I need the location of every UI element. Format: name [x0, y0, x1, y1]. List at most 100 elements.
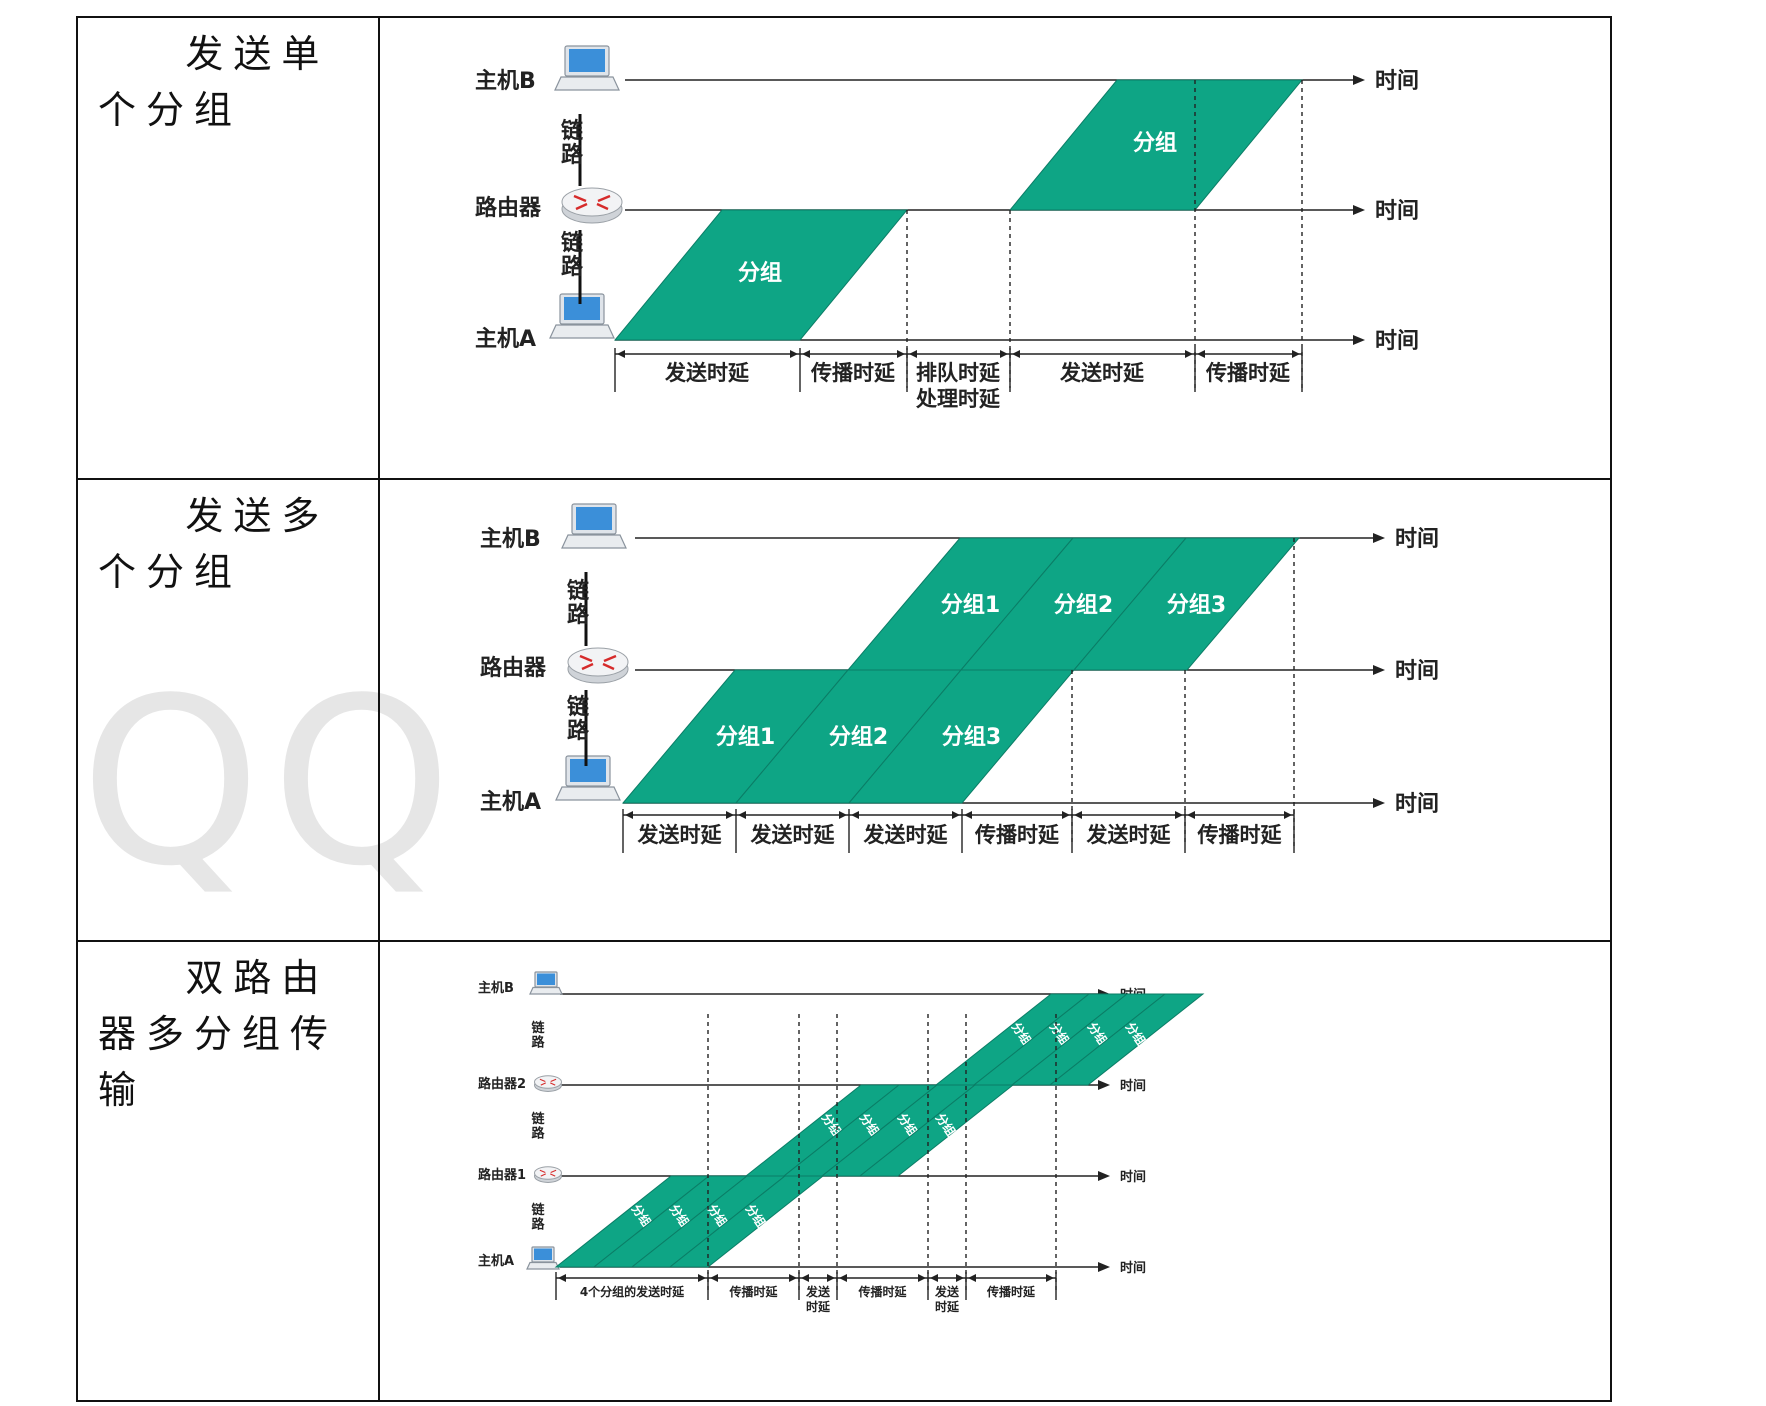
delay-label: 4个分组的发送时延 — [580, 1284, 685, 1299]
packet-label: 分组 — [1133, 130, 1177, 156]
delay-arrow-icon — [1000, 350, 1008, 358]
link-label: 链 — [530, 1111, 545, 1127]
delay-arrow-icon — [918, 1274, 926, 1282]
delay-label: 时延 — [806, 1299, 831, 1314]
link-label: 路 — [531, 1125, 545, 1141]
arrow-head-icon — [1098, 1171, 1110, 1181]
router-top-icon — [567, 647, 629, 677]
arrow-head-icon — [1353, 205, 1365, 215]
packet-label: 分组2 — [829, 724, 888, 750]
packet-label: 分组1 — [941, 592, 1000, 618]
delay-arrow-icon — [710, 1274, 718, 1282]
row-label-cell: 发送多个分组 — [76, 478, 380, 942]
laptop-base-icon — [561, 534, 627, 549]
link-label: 链 — [530, 1020, 545, 1036]
delay-label: 发送 — [934, 1284, 960, 1299]
packet-block — [1072, 537, 1301, 671]
delay-arrow-icon — [1187, 811, 1195, 819]
delay-arrow-icon — [1062, 811, 1070, 819]
delay-arrow-icon — [802, 350, 810, 358]
router-arrow-icon — [540, 1082, 546, 1086]
delay-arrow-icon — [827, 1274, 835, 1282]
arrow-head-icon — [1098, 1080, 1110, 1090]
row-label-cell: 发送单个分组 — [76, 16, 380, 480]
laptop-base-icon — [555, 786, 621, 801]
link-label: 链 — [567, 578, 589, 604]
delay-arrow-icon — [839, 1274, 847, 1282]
link-label: 路 — [531, 1216, 545, 1232]
packet-label: 分组 — [738, 260, 782, 286]
laptop-base-icon — [549, 324, 615, 339]
time-label: 时间 — [1375, 329, 1419, 354]
router-arrow-icon — [539, 1078, 546, 1083]
router-arrow-icon — [550, 1082, 556, 1086]
delay-label: 传播时延 — [857, 1284, 907, 1299]
time-label: 时间 — [1120, 1078, 1146, 1094]
time-label: 时间 — [1120, 1169, 1146, 1185]
dual-router-diagram: 时间时间时间时间主机B路由器2路由器1主机A链路链路链路分组1分组2分组3分组4… — [478, 971, 1205, 1314]
host-a-label: 主机A — [478, 1253, 514, 1269]
host-b-label: 主机B — [480, 527, 541, 552]
arrow-head-icon — [1353, 335, 1365, 345]
delay-arrow-icon — [964, 811, 972, 819]
delay-arrow-icon — [968, 1274, 976, 1282]
delay-label: 处理时延 — [915, 387, 1001, 411]
laptop-base-icon — [554, 76, 620, 91]
laptop-screen-icon — [564, 297, 600, 320]
router-label: 路由器 — [475, 195, 542, 221]
packet-label: 分组1 — [716, 724, 775, 750]
link-label: 链 — [567, 694, 589, 720]
link-label: 链 — [530, 1202, 545, 1218]
time-label: 时间 — [1395, 659, 1439, 684]
router-top-icon — [534, 1075, 562, 1089]
row-label: 发送多个分组 — [98, 494, 330, 594]
router-arrow-icon — [540, 1173, 546, 1177]
time-label: 时间 — [1395, 792, 1439, 817]
delay-arrow-icon — [726, 811, 734, 819]
laptop-screen-icon — [534, 1248, 552, 1260]
router-top-icon — [534, 1166, 562, 1180]
delay-arrow-icon — [1046, 1274, 1054, 1282]
router-arrow-icon — [579, 654, 593, 663]
delay-arrow-icon — [1197, 350, 1205, 358]
time-label: 时间 — [1375, 199, 1419, 224]
delay-label: 发送时延 — [1086, 823, 1172, 847]
row-label: 发送单个分组 — [98, 32, 330, 132]
table-row: 发送多个分组 时间 时间 时间 主机B 路由器 主机A 链路链路分组1 分组2 分组3 分组1 分组… — [76, 478, 1612, 942]
delay-arrow-icon — [952, 811, 960, 819]
delay-label: 传播时延 — [728, 1284, 778, 1299]
router-arrow-icon — [550, 1173, 556, 1177]
router-arrow-icon — [581, 662, 594, 671]
row-label-cell: 双路由器多分组传输 — [76, 940, 380, 1402]
delay-arrow-icon — [1074, 811, 1082, 819]
delay-arrow-icon — [956, 1274, 964, 1282]
host-a-label: 主机A — [480, 790, 541, 815]
router-arrow-icon — [603, 654, 617, 663]
delay-label: 发送时延 — [863, 823, 949, 847]
row-label: 双路由器多分组传输 — [98, 956, 339, 1112]
host-b-label: 主机B — [478, 980, 514, 996]
time-label: 时间 — [1375, 69, 1419, 94]
table-row: 双路由器多分组传输 时间时间时间时间主机B路由器2路由器1主机A链路链路链路分组… — [76, 940, 1612, 1402]
router-arrow-icon — [573, 194, 587, 203]
link-label: 路 — [531, 1034, 545, 1050]
arrow-head-icon — [1373, 665, 1385, 675]
arrow-head-icon — [1373, 798, 1385, 808]
laptop-screen-icon — [576, 507, 612, 530]
delay-arrow-icon — [789, 1274, 797, 1282]
delay-arrow-icon — [738, 811, 746, 819]
packet-block — [1048, 993, 1205, 1086]
arrow-head-icon — [1353, 75, 1365, 85]
diagram-cell: 时间 时间 时间 主机B 路由器 主机A 链路链路分组 分组 发送时延 传播时延 排队时延 处理时延发… — [378, 16, 1612, 480]
delay-arrow-icon — [851, 811, 859, 819]
link-label: 链 — [561, 118, 583, 144]
delay-arrow-icon — [897, 350, 905, 358]
delay-arrow-icon — [1012, 350, 1020, 358]
router-label: 路由器2 — [478, 1076, 526, 1092]
router-top-icon — [561, 187, 623, 217]
delay-arrow-icon — [625, 811, 633, 819]
diagram-table: 发送单个分组 时间 时间 时间 主机B 路由器 主机A 链路链路分组 分组 发送时延 传播时延 排队… — [76, 16, 1612, 1402]
delay-arrow-icon — [909, 350, 917, 358]
router-arrow-icon — [575, 202, 588, 211]
